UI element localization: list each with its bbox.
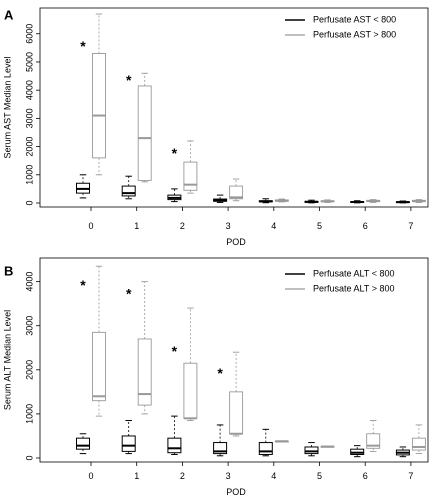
box-high-pod0 [92,13,106,176]
y-tick-label: 1000 [24,165,34,185]
box-low-pod1 [121,175,136,200]
box-low-pod5 [304,199,319,204]
box-high-pod1 [137,72,152,183]
box-low-pod6 [350,200,365,204]
legend-label: Perfusate AST < 800 [313,14,396,24]
y-tick-label: 1000 [24,404,34,424]
box-high-pod5 [320,199,335,203]
y-tick-label: 3000 [24,316,34,336]
box-high-pod4 [274,440,289,443]
x-tick-label: 6 [363,221,368,231]
box-high-pod2 [183,140,198,194]
x-axis-title: POD [226,487,246,497]
y-axis-title: Serum ALT Median Level [2,310,12,410]
x-tick-label: 6 [363,471,368,481]
x-tick-label: 1 [134,471,139,481]
box-body [229,185,244,200]
box-low-pod0 [76,174,90,199]
x-tick-label: 0 [88,221,93,231]
box-low-pod4 [258,428,273,457]
box-low-pod1 [121,420,136,455]
box-high-pod2 [183,307,198,421]
box-high-pod0 [92,265,106,417]
plot-frame [39,7,429,208]
box-body [137,338,152,406]
x-tick-label: 2 [180,221,185,231]
box-body [137,85,152,181]
box-body [411,437,426,451]
x-tick-label: 7 [408,471,413,481]
significance-asterisk: * [172,343,178,359]
y-tick-label: 3000 [24,108,34,128]
box-low-pod5 [304,442,319,457]
x-tick-label: 5 [317,221,322,231]
y-tick-label: 4000 [24,272,34,292]
box-body [304,446,319,455]
box-high-pod7 [411,199,426,203]
x-tick-label: 7 [408,221,413,231]
box-body [258,442,273,455]
box-low-pod0 [76,433,90,455]
box-body [183,161,198,191]
box-body [121,185,136,197]
box-high-pod3 [229,351,244,437]
panel-letter: B [4,264,13,279]
y-tick-label: 2000 [24,137,34,157]
significance-asterisk: * [126,72,132,88]
box-low-pod2 [167,415,182,455]
x-tick-label: 1 [134,221,139,231]
significance-asterisk: * [80,38,86,54]
box-body [76,437,90,450]
box-high-pod5 [320,445,335,448]
significance-asterisk: * [80,277,86,293]
box-low-pod3 [213,194,228,203]
y-axis-title: Serum AST Median Level [2,57,12,159]
plot-frame [39,257,429,463]
box-low-pod3 [213,424,228,457]
box-high-pod7 [411,424,426,455]
y-tick-label: 0 [24,200,34,205]
box-body [121,435,136,452]
legend-label: Perfusate ALT > 800 [313,283,394,293]
box-body [183,362,198,419]
x-tick-label: 3 [226,471,231,481]
x-tick-label: 2 [180,471,185,481]
box-high-pod6 [366,420,381,452]
legend-label: Perfusate ALT < 800 [313,268,394,278]
box-low-pod6 [350,445,365,458]
x-tick-label: 0 [88,471,93,481]
box-high-pod1 [137,281,152,415]
box-body [92,53,106,159]
x-axis-title: POD [226,237,246,247]
box-high-pod6 [366,199,381,203]
significance-asterisk: * [126,286,132,302]
box-low-pod4 [258,198,273,204]
box-high-pod4 [274,198,289,203]
box-high-pod3 [229,178,244,202]
box-low-pod7 [395,446,410,458]
significance-asterisk: * [217,365,223,381]
x-tick-label: 4 [271,471,276,481]
box-body [229,391,244,435]
significance-asterisk: * [172,145,178,161]
legend-label: Perfusate AST > 800 [313,29,396,39]
y-tick-label: 0 [24,455,34,460]
y-tick-label: 6000 [24,24,34,44]
box-body [92,331,106,402]
x-tick-label: 5 [317,471,322,481]
box-low-pod7 [395,200,410,204]
y-tick-label: 4000 [24,80,34,100]
y-tick-label: 2000 [24,360,34,380]
panel-letter: A [4,8,14,23]
box-body [213,442,228,455]
y-tick-label: 5000 [24,52,34,72]
x-tick-label: 3 [226,221,231,231]
x-tick-label: 4 [271,221,276,231]
box-low-pod2 [167,188,182,203]
box-body [167,437,182,454]
